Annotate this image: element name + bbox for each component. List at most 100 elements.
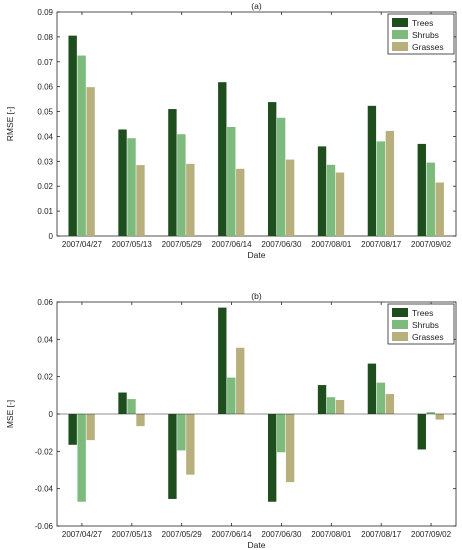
- y-tick-label: 0: [49, 232, 54, 241]
- panel-title: (a): [251, 1, 262, 11]
- bar-shrubs: [177, 414, 186, 451]
- bar-trees: [417, 414, 426, 450]
- x-tick-label: 2007/08/01: [311, 240, 352, 249]
- legend-label: Shrubs: [412, 320, 439, 330]
- y-tick-label: 0.03: [37, 157, 53, 166]
- bar-shrubs: [127, 399, 136, 414]
- bar-grasses: [285, 414, 295, 483]
- bar-grasses: [435, 182, 444, 236]
- y-tick-label: 0.02: [37, 182, 53, 191]
- y-tick-label: -0.04: [35, 485, 54, 494]
- bar-grasses: [136, 165, 145, 236]
- bar-trees: [68, 414, 77, 445]
- bar-shrubs: [276, 117, 286, 236]
- x-tick-label: 2007/09/02: [411, 240, 452, 249]
- x-tick-label: 2007/06/14: [212, 530, 253, 539]
- bar-trees: [367, 363, 377, 414]
- y-axis-label: RMSE [-]: [5, 107, 15, 141]
- legend-label: Grasses: [412, 42, 444, 52]
- bar-trees: [317, 146, 327, 236]
- legend-label: Trees: [412, 18, 433, 28]
- y-tick-label: -0.02: [35, 447, 54, 456]
- y-tick-label: -0.06: [35, 522, 54, 531]
- bar-grasses: [385, 130, 395, 236]
- y-tick-label: 0.07: [37, 58, 53, 67]
- bar-shrubs: [276, 414, 286, 453]
- bar-grasses: [86, 87, 95, 236]
- x-tick-label: 2007/08/01: [311, 530, 352, 539]
- bar-trees: [367, 105, 377, 236]
- bar-grasses: [236, 168, 245, 236]
- bar-shrubs: [376, 382, 386, 414]
- chart-panel-a: 0 0.01 0.02 0.03 0.04 0.05 0.06 0.07 0.08 0.09 200…: [5, 1, 457, 260]
- panel-title: (b): [251, 291, 262, 301]
- bar-shrubs: [227, 377, 236, 414]
- bar-shrubs: [426, 412, 435, 414]
- legend-label: Grasses: [412, 332, 444, 342]
- y-tick-label: 0.06: [37, 83, 53, 92]
- legend-swatch-trees: [392, 308, 408, 317]
- bar-trees: [68, 35, 77, 237]
- bar-shrubs: [426, 162, 435, 236]
- bar-trees: [267, 414, 277, 502]
- legend-swatch-trees: [392, 18, 408, 27]
- x-tick-label: 2007/04/27: [62, 530, 103, 539]
- bar-shrubs: [227, 126, 236, 236]
- bar-trees: [417, 143, 426, 236]
- x-tick-label: 2007/08/17: [361, 240, 402, 249]
- y-tick-label: 0.06: [37, 298, 53, 307]
- bar-shrubs: [326, 164, 336, 236]
- bar-trees: [218, 82, 227, 236]
- bar-trees: [118, 392, 127, 414]
- bar-grasses: [86, 414, 95, 441]
- x-tick-label: 2007/05/13: [112, 240, 153, 249]
- y-tick-label: 0.02: [37, 373, 53, 382]
- x-axis-label: Date: [248, 250, 266, 260]
- y-tick-label: 0.01: [37, 207, 53, 216]
- bar-trees: [168, 414, 177, 499]
- bar-shrubs: [127, 138, 136, 236]
- y-tick-label: 0.04: [37, 132, 53, 141]
- legend-label: Shrubs: [412, 30, 439, 40]
- y-tick-label: 0.09: [37, 8, 53, 17]
- bar-grasses: [236, 347, 245, 414]
- x-tick-label: 2007/09/02: [411, 530, 452, 539]
- x-tick-label: 2007/06/30: [261, 530, 302, 539]
- legend-swatch-grasses: [392, 332, 408, 341]
- x-tick-label: 2007/08/17: [361, 530, 402, 539]
- x-tick-label: 2007/05/13: [112, 530, 153, 539]
- y-tick-label: 0.08: [37, 33, 53, 42]
- y-tick-label: 0: [49, 410, 54, 419]
- bar-grasses: [435, 414, 444, 420]
- bar-shrubs: [77, 55, 86, 236]
- legend-swatch-grasses: [392, 42, 408, 51]
- x-axis-label: Date: [248, 540, 266, 550]
- y-tick-label: 0.05: [37, 108, 53, 117]
- bar-grasses: [335, 172, 345, 236]
- bar-trees: [218, 307, 227, 414]
- bar-trees: [168, 109, 177, 236]
- x-tick-label: 2007/05/29: [162, 240, 203, 249]
- legend: Trees Shrubs Grasses: [387, 303, 455, 345]
- bar-grasses: [186, 163, 195, 236]
- bar-grasses: [136, 414, 145, 427]
- bar-grasses: [186, 414, 195, 475]
- bar-trees: [317, 385, 327, 414]
- bar-shrubs: [376, 141, 386, 236]
- legend-swatch-shrubs: [392, 320, 408, 329]
- bar-trees: [118, 129, 127, 236]
- legend-label: Trees: [412, 308, 433, 318]
- y-axis-label: MSE [-]: [5, 400, 15, 428]
- bar-grasses: [285, 159, 295, 236]
- bar-shrubs: [177, 134, 186, 236]
- y-tick-label: 0.04: [37, 335, 53, 344]
- legend-swatch-shrubs: [392, 30, 408, 39]
- bar-grasses: [335, 400, 345, 414]
- x-tick-label: 2007/05/29: [162, 530, 203, 539]
- x-tick-label: 2007/04/27: [62, 240, 103, 249]
- x-tick-label: 2007/06/30: [261, 240, 302, 249]
- chart-panel-b: -0.06 -0.04 -0.02 0 0.02 0.04 0.06 2007/04/27 20…: [5, 291, 457, 550]
- legend: Trees Shrubs Grasses: [387, 13, 455, 55]
- bar-shrubs: [326, 397, 336, 414]
